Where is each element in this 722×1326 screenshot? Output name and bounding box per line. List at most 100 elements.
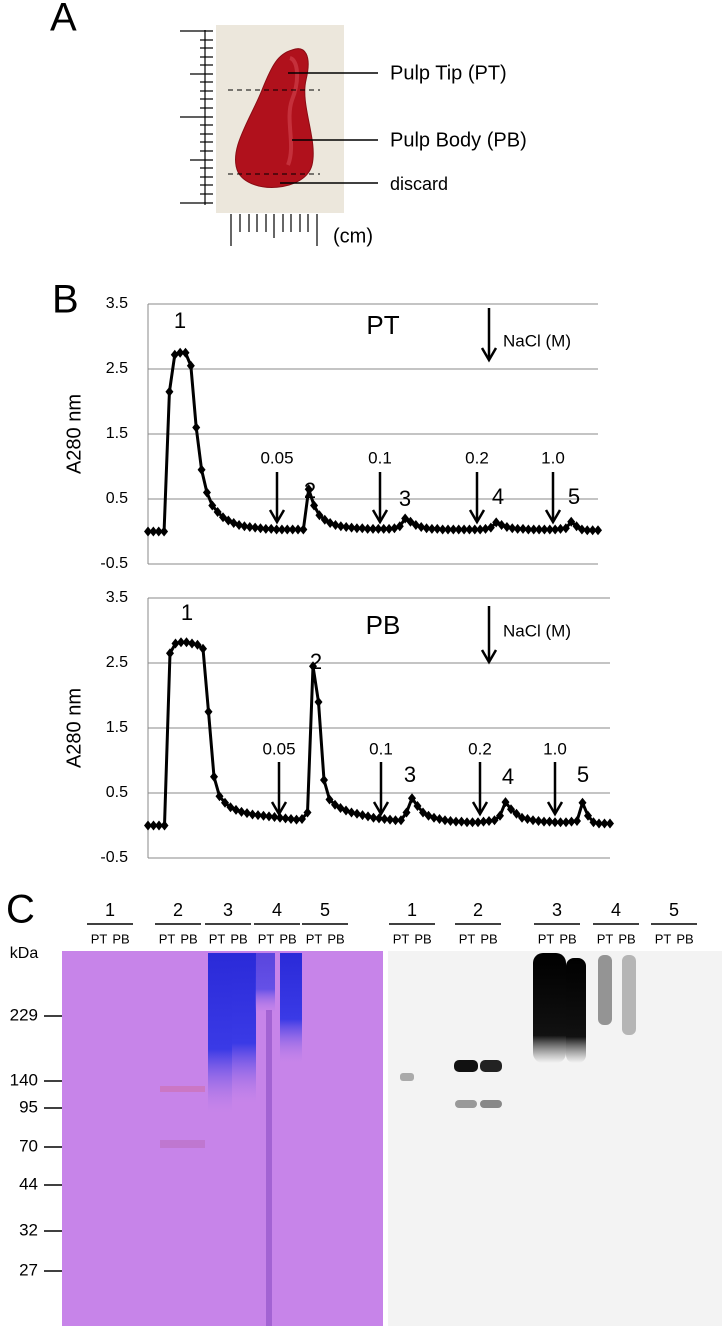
sublane-label: PT: [306, 931, 323, 946]
salt-legend: NaCl (M): [503, 621, 571, 640]
marker: [314, 697, 323, 707]
sublane-label: PT: [538, 931, 555, 946]
marker: [395, 521, 404, 532]
salt-step-label: 0.05: [260, 448, 293, 467]
peak-label: 5: [577, 762, 589, 787]
sublane-label: PT: [459, 931, 476, 946]
sublane-label: PB: [676, 931, 693, 946]
marker: [452, 816, 460, 827]
marker: [481, 523, 490, 534]
marker: [457, 816, 466, 827]
marker: [237, 806, 246, 817]
marker: [251, 522, 260, 533]
marker: [309, 661, 317, 672]
chart-title: PT: [366, 310, 399, 340]
marker: [363, 523, 372, 534]
pulp-highlight: [286, 56, 299, 166]
y-tick-label: 0.5: [106, 784, 128, 801]
arrow-head: [471, 801, 489, 817]
y-tick-label: 3.5: [106, 589, 128, 606]
lane-label: 4: [611, 900, 621, 920]
ruler: [180, 30, 318, 246]
marker: [215, 791, 224, 802]
marker: [578, 797, 587, 808]
marker: [331, 520, 340, 530]
marker: [315, 510, 324, 521]
peak-label: 4: [492, 484, 504, 509]
marker: [380, 814, 389, 824]
salt-step-label: 0.2: [465, 448, 489, 467]
marker: [165, 386, 174, 397]
mw-marker-label: 70: [19, 1136, 38, 1155]
marker: [562, 817, 570, 828]
marker: [512, 808, 521, 819]
marker: [606, 818, 614, 829]
arrow-head: [268, 509, 286, 525]
marker: [358, 810, 367, 821]
marker: [208, 500, 217, 511]
mw-marker-label: 32: [19, 1220, 38, 1239]
marker: [299, 524, 308, 535]
marker: [288, 524, 297, 535]
lane-label: 4: [272, 900, 282, 920]
panel-label: C: [6, 888, 35, 932]
marker: [573, 815, 581, 826]
marker: [154, 526, 163, 537]
marker: [600, 818, 609, 829]
marker: [427, 523, 436, 534]
marker: [267, 523, 276, 534]
unit-label: (cm): [333, 225, 373, 247]
marker: [502, 521, 511, 532]
marker: [186, 360, 195, 371]
marker: [444, 524, 452, 535]
marker: [545, 816, 554, 827]
marker: [235, 520, 244, 530]
marker: [419, 807, 427, 818]
marker: [374, 523, 383, 534]
marker: [347, 522, 356, 533]
marker: [272, 524, 281, 535]
marker: [413, 801, 422, 811]
marker: [479, 816, 488, 827]
sublane-label: PB: [618, 931, 635, 946]
marker: [463, 817, 471, 828]
marker: [177, 637, 185, 648]
marker: [210, 771, 218, 782]
marker: [199, 643, 207, 654]
marker: [149, 820, 158, 831]
sublane-label: PT: [655, 931, 672, 946]
marker: [385, 523, 394, 534]
marker: [204, 706, 213, 717]
mw-marker-label: 140: [10, 1070, 38, 1089]
marker: [364, 811, 372, 822]
sublane-label: PT: [159, 931, 176, 946]
lane-label: 3: [552, 900, 562, 920]
marker: [254, 810, 262, 821]
marker: [369, 812, 378, 823]
marker: [181, 347, 190, 358]
sublane-label: PB: [230, 931, 247, 946]
marker: [304, 484, 313, 495]
marker: [397, 815, 405, 826]
marker: [474, 817, 482, 828]
marker: [545, 524, 554, 535]
y-axis-label: A280 nm: [63, 394, 85, 474]
mw-marker-label: 44: [19, 1174, 38, 1193]
marker: [213, 507, 222, 517]
marker: [176, 347, 185, 358]
marker: [144, 820, 152, 831]
mw-marker-label: 229: [10, 1005, 38, 1024]
marker: [149, 526, 158, 537]
marker: [277, 524, 286, 535]
marker: [358, 523, 367, 534]
marker: [197, 464, 206, 475]
marker: [460, 524, 469, 535]
marker: [535, 524, 544, 535]
marker: [166, 648, 174, 659]
y-tick-label: 0.5: [106, 490, 128, 507]
marker: [303, 807, 312, 818]
marker: [551, 817, 559, 828]
peak-label: 3: [404, 762, 416, 787]
marker: [408, 793, 416, 804]
salt-step-label: 0.1: [368, 448, 392, 467]
